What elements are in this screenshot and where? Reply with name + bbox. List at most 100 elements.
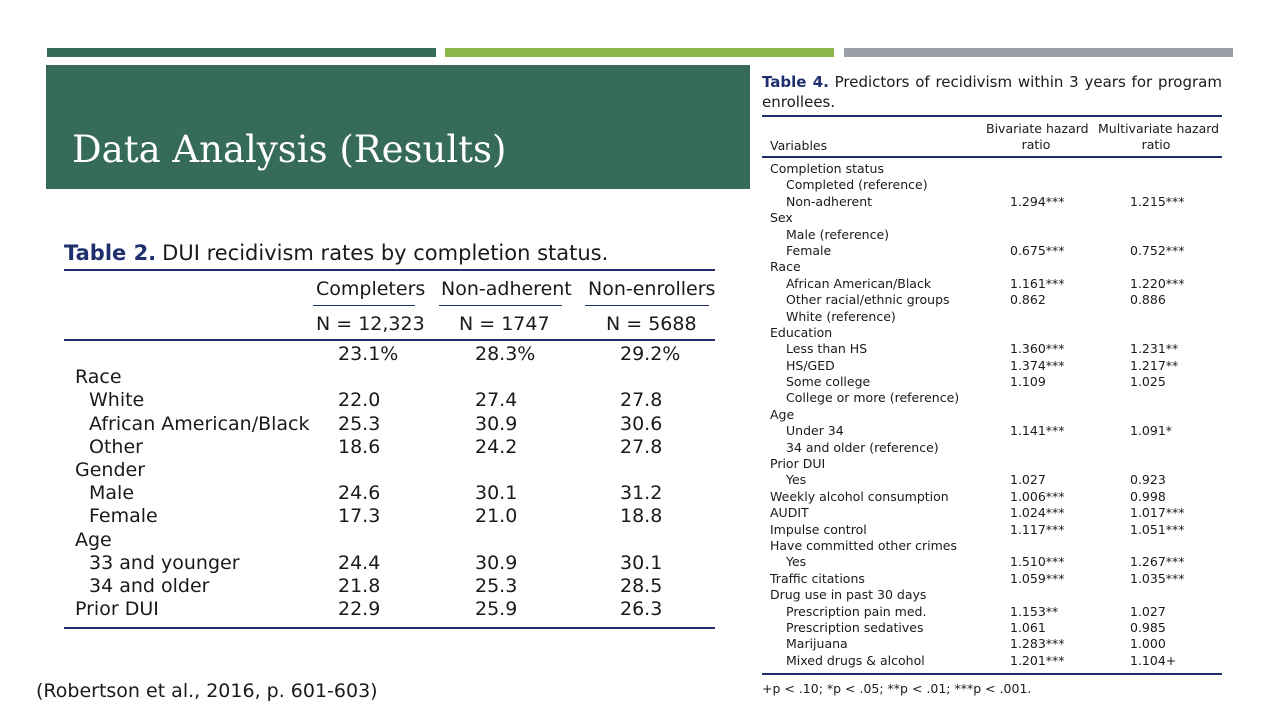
table-row: Completion status	[762, 161, 1222, 177]
row-label: 34 and older	[89, 574, 210, 597]
table4-header-multivariate-line2: ratio	[1141, 137, 1171, 152]
row-label: Age	[770, 406, 795, 422]
table-row: Yes 1.027 0.923	[762, 472, 1222, 488]
row-label: Female	[89, 505, 158, 528]
table-row: 34 and older 21.8 25.3 28.5	[64, 575, 715, 598]
row-label: Education	[770, 324, 833, 340]
row-label: Prior DUI	[75, 598, 159, 621]
table-row: 34 and older (reference)	[762, 440, 1222, 456]
table-row: Traffic citations 1.059*** 1.035***	[762, 571, 1222, 587]
cell-value: 23.1%	[338, 343, 399, 365]
multivariate-value: 1.000	[1130, 636, 1166, 652]
table-row: Male (reference)	[762, 227, 1222, 243]
table4-header-variables: Variables	[770, 138, 828, 153]
citation: (Robertson et al., 2016, p. 601-603)	[36, 680, 378, 702]
bivariate-value: 1.153**	[1010, 603, 1059, 619]
row-label: Under 34	[786, 423, 844, 439]
table2-caption-label: Table 2.	[64, 241, 157, 265]
table4-caption-text: Predictors of recidivism within 3 years …	[762, 73, 1222, 111]
table4-body: Completion status Completed (reference) No…	[762, 161, 1222, 669]
table-row: Age	[64, 529, 715, 552]
row-label: Prior DUI	[770, 456, 826, 472]
table-row: Sex	[762, 210, 1222, 226]
multivariate-value: 0.752***	[1130, 242, 1185, 258]
multivariate-value: 1.215***	[1130, 193, 1185, 209]
cell-value: 28.3%	[475, 343, 536, 365]
cell-value: 30.9	[475, 412, 518, 435]
row-label: Mixed drugs & alcohol	[786, 652, 925, 668]
table2-n-1: N = 12,323	[316, 313, 425, 335]
table2-caption-text: DUI recidivism rates by completion statu…	[162, 241, 609, 265]
table2-header-rule	[64, 339, 715, 341]
row-label: Gender	[75, 458, 146, 481]
bivariate-value: 1.283***	[1010, 636, 1065, 652]
cell-value: 29.2%	[620, 343, 681, 365]
table4-caption-label: Table 4.	[762, 73, 829, 91]
table4-header-bivariate-line2: ratio	[1021, 137, 1051, 152]
multivariate-value: 1.220***	[1130, 275, 1185, 291]
row-label: Prescription sedatives	[786, 619, 924, 635]
multivariate-value: 0.886	[1130, 292, 1166, 308]
table-row: Drug use in past 30 days	[762, 587, 1222, 603]
row-label: Less than HS	[786, 341, 868, 357]
multivariate-value: 1.035***	[1130, 570, 1185, 586]
multivariate-value: 1.217**	[1130, 357, 1179, 373]
row-label: Sex	[770, 210, 793, 226]
table4-header-rule	[762, 156, 1222, 158]
cell-value: 30.1	[620, 551, 663, 574]
row-label: Completion status	[770, 161, 884, 176]
table-row: HS/GED 1.374*** 1.217**	[762, 358, 1222, 374]
table-row: Race	[64, 366, 715, 389]
row-label: Non-adherent	[786, 193, 873, 209]
cell-value: 22.0	[338, 389, 381, 412]
table-row: 33 and younger 24.4 30.9 30.1	[64, 552, 715, 575]
row-label: Marijuana	[786, 636, 848, 652]
cell-value: 24.4	[338, 551, 381, 574]
table-row: Impulse control 1.117*** 1.051***	[762, 522, 1222, 538]
multivariate-value: 1.027	[1130, 603, 1166, 619]
cell-value: 28.5	[620, 574, 663, 597]
table-row: Non-adherent 1.294*** 1.215***	[762, 194, 1222, 210]
row-label: Prescription pain med.	[786, 603, 927, 619]
row-label: Impulse control	[770, 521, 867, 537]
table2-col-header-3: Non-enrollers	[588, 278, 716, 300]
multivariate-value: 0.923	[1130, 472, 1166, 488]
row-label: White	[89, 389, 145, 412]
table2-col-header-1: Completers	[316, 278, 426, 300]
bivariate-value: 1.141***	[1010, 423, 1065, 439]
accent-bar-green-dark	[47, 48, 436, 57]
table4-bottom-rule	[762, 673, 1222, 675]
table-row: Female 17.3 21.0 18.8	[64, 505, 715, 528]
table4-header-bivariate-line1: Bivariate hazard	[986, 121, 1089, 136]
accent-bar-green-light	[445, 48, 834, 57]
table-row: AUDIT 1.024*** 1.017***	[762, 505, 1222, 521]
table2-body: 23.1% 28.3% 29.2% Race White 22.0 27.4 27.8 Afri…	[64, 343, 715, 621]
cell-value: 27.4	[475, 389, 518, 412]
table4: Table 4. Predictors of recidivism within…	[762, 72, 1222, 696]
table4-footnote: +p < .10; *p < .05; **p < .01; ***p < .0…	[762, 681, 1032, 696]
cell-value: 27.8	[620, 435, 663, 458]
row-label: Drug use in past 30 days	[770, 587, 927, 603]
table-row: Marijuana 1.283*** 1.000	[762, 636, 1222, 652]
bivariate-value: 1.360***	[1010, 341, 1065, 357]
table-row: Mixed drugs & alcohol 1.201*** 1.104+	[762, 653, 1222, 669]
table-row: Other racial/ethnic groups 0.862 0.886	[762, 292, 1222, 308]
table-row: African American/Black 1.161*** 1.220***	[762, 276, 1222, 292]
row-label: Have committed other crimes	[770, 537, 958, 553]
cell-value: 24.2	[475, 435, 518, 458]
table-row: Completed (reference)	[762, 177, 1222, 193]
row-label: College or more (reference)	[786, 390, 960, 406]
table-row: Weekly alcohol consumption 1.006*** 0.998	[762, 489, 1222, 505]
row-label: Race	[770, 259, 801, 275]
table-row: Have committed other crimes	[762, 538, 1222, 554]
table-row: White 22.0 27.4 27.8	[64, 389, 715, 412]
cell-value: 18.6	[338, 435, 381, 458]
slide-title: Data Analysis (Results)	[72, 128, 507, 171]
row-label: AUDIT	[770, 505, 809, 521]
table-row: Education	[762, 325, 1222, 341]
cell-value: 18.8	[620, 505, 663, 528]
multivariate-value: 1.017***	[1130, 505, 1185, 521]
table4-caption: Table 4. Predictors of recidivism within…	[762, 72, 1222, 112]
table-row: Prescription sedatives 1.061 0.985	[762, 620, 1222, 636]
row-label: Weekly alcohol consumption	[770, 488, 949, 504]
